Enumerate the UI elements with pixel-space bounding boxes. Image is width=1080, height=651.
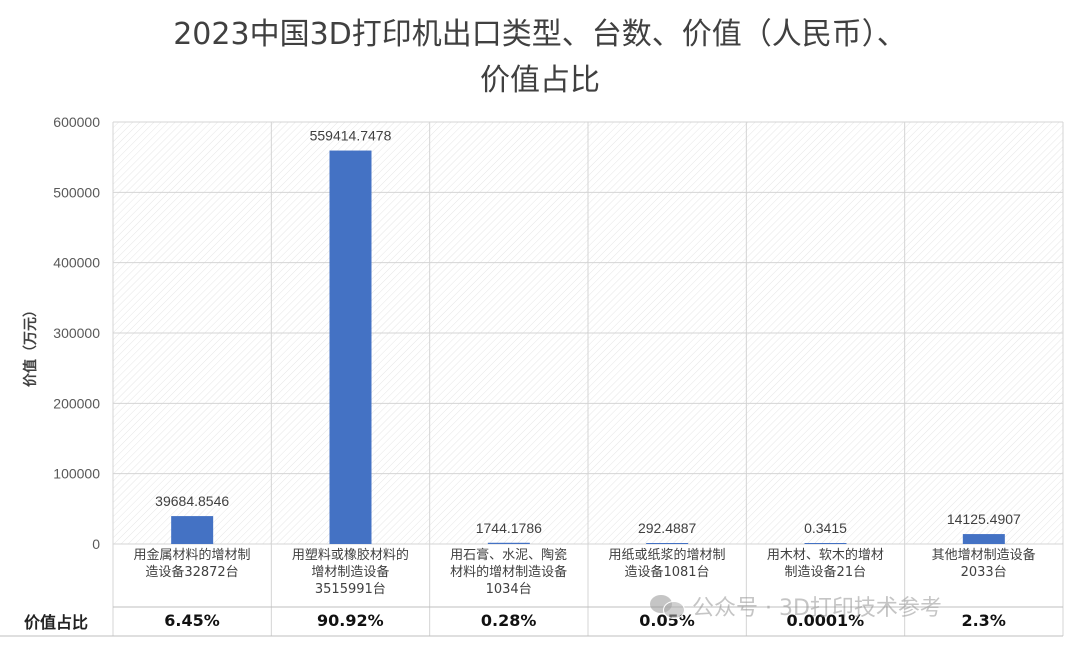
share-cell: 0.28% xyxy=(480,611,537,630)
bar xyxy=(804,543,847,544)
x-tick-label: 用木材、软木的增材 制造设备21台 xyxy=(766,548,884,580)
y-tick-label: 500000 xyxy=(53,184,100,200)
share-row-label: 价值占比 xyxy=(24,613,89,632)
chart-title: 2023中国3D打印机出口类型、台数、价值（人民币）、 价值占比 xyxy=(90,12,990,104)
watermark-text: 公众号 · 3D打印技术参考 xyxy=(692,596,942,621)
share-cell: 90.92% xyxy=(317,611,384,630)
y-axis-label: 价值（万元） xyxy=(10,290,50,400)
x-tick-label: 用塑料或橡胶材料的 增材制造设备 3515991台 xyxy=(291,548,409,597)
wechat-icon xyxy=(650,593,685,619)
y-tick-label: 400000 xyxy=(53,255,100,271)
y-tick-label: 200000 xyxy=(53,395,100,411)
share-cell: 6.45% xyxy=(164,611,220,630)
y-tick-label: 300000 xyxy=(53,325,100,341)
y-axis-label-text: 价值（万元） xyxy=(23,303,39,387)
data-label: 559414.7478 xyxy=(310,128,392,144)
x-tick-label: 其他增材制造设备 2033台 xyxy=(931,548,1036,580)
x-tick-label: 用金属材料的增材制 造设备32872台 xyxy=(133,548,251,580)
watermark: 公众号 · 3D打印技术参考 xyxy=(650,590,942,622)
data-label: 1744.1786 xyxy=(476,520,542,536)
x-tick-label: 用石膏、水泥、陶瓷 材料的增材制造设备 1034台 xyxy=(450,548,568,597)
y-tick-label: 100000 xyxy=(53,466,100,482)
x-tick-label: 用纸或纸浆的增材制 造设备1081台 xyxy=(608,548,726,580)
chart-title-line-1: 2023中国3D打印机出口类型、台数、价值（人民币）、 xyxy=(173,17,907,52)
bar xyxy=(962,534,1005,544)
chart-title-line-2: 价值占比 xyxy=(480,63,600,98)
data-label: 14125.4907 xyxy=(947,511,1021,527)
bar xyxy=(646,543,689,544)
bar xyxy=(487,542,530,544)
y-tick-label: 600000 xyxy=(53,114,100,130)
bar xyxy=(171,516,214,544)
bar xyxy=(329,150,372,544)
y-tick-label: 0 xyxy=(92,536,100,552)
data-label: 39684.8546 xyxy=(155,493,229,509)
share-cell: 0.0001% xyxy=(786,611,865,630)
share-cell: 2.3% xyxy=(961,611,1006,630)
data-label: 0.3415 xyxy=(804,520,847,536)
data-label: 292.4887 xyxy=(638,520,697,536)
